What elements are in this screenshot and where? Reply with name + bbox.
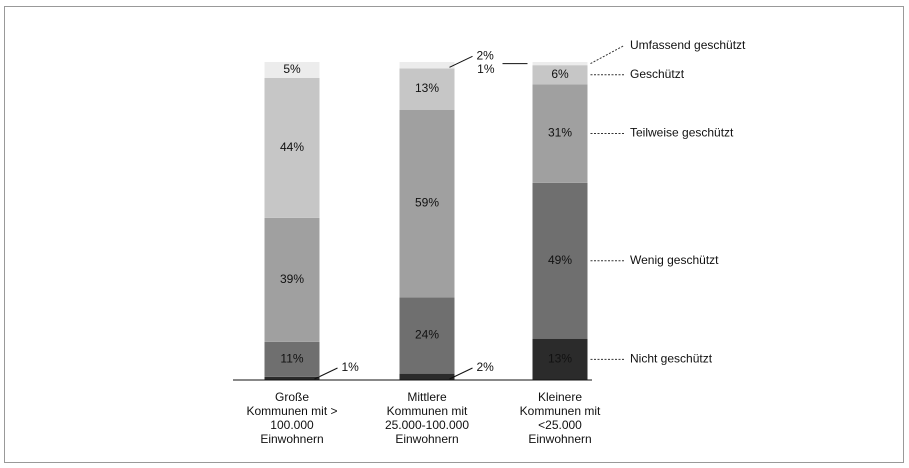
value-label: 49%	[548, 253, 572, 267]
legend-label: Wenig geschützt	[630, 253, 719, 267]
value-label: 13%	[548, 352, 572, 366]
value-label: 44%	[280, 140, 304, 154]
bar-segment	[264, 341, 320, 377]
bar-segment	[532, 62, 588, 66]
bar-segment	[399, 68, 455, 110]
legend-label: Nicht geschützt	[630, 352, 713, 366]
value-label: 11%	[280, 352, 303, 366]
legend-label: Geschützt	[630, 67, 685, 81]
value-label: 5%	[283, 62, 301, 76]
bar-segment	[532, 84, 588, 183]
bar-segment	[399, 373, 455, 380]
value-label: 59%	[415, 196, 439, 210]
leader-line	[314, 367, 338, 380]
leader-line	[449, 55, 473, 68]
leader-line	[449, 367, 473, 380]
legend-leader	[590, 45, 625, 65]
value-label: 39%	[280, 272, 304, 286]
value-label: 6%	[551, 67, 569, 81]
bar-segment	[532, 65, 588, 85]
value-label: 13%	[415, 81, 439, 95]
bar-segment	[264, 376, 320, 380]
bar-segment	[264, 77, 320, 218]
value-label: 1%	[477, 62, 495, 76]
bar-segment	[532, 338, 588, 380]
legend-label: Umfassend geschützt	[630, 38, 746, 52]
x-tick-label: Große Kommunen mit > 100.000 Einwohnern	[246, 390, 338, 446]
bar-segment	[264, 62, 320, 78]
value-label: 31%	[548, 126, 572, 140]
bar-segment	[399, 109, 455, 298]
frame	[4, 6, 904, 463]
bar-segment	[399, 297, 455, 374]
value-label: 2%	[477, 360, 495, 374]
bar-segment	[532, 182, 588, 339]
x-tick-label: Mittlere Kommunen mit 25.000-100.000 Ein…	[384, 390, 470, 446]
value-label: 2%	[477, 49, 495, 63]
bar-segment	[264, 217, 320, 342]
bar-segment	[399, 62, 455, 69]
value-label: 24%	[415, 328, 439, 342]
legend-label: Teilweise geschützt	[630, 126, 734, 140]
x-tick-label: Kleinere Kommunen mit <25.000 Einwohnern	[519, 390, 601, 446]
value-label: 1%	[342, 360, 360, 374]
